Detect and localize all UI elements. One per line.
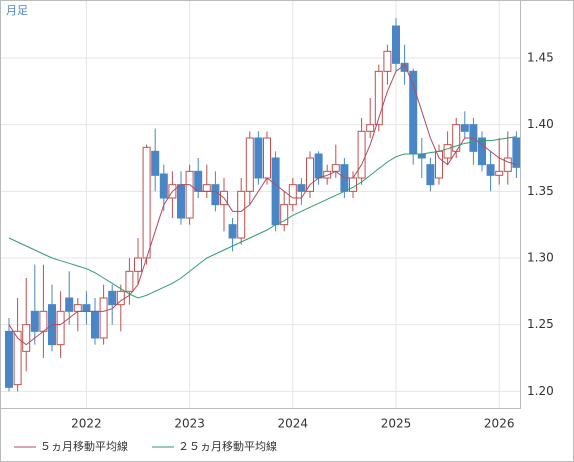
y-tick-label: 1.35 [527, 184, 554, 198]
x-tick-label: 2025 [381, 417, 412, 431]
candle-body [392, 25, 400, 64]
candle-body [56, 310, 65, 346]
x-tick-label: 2023 [174, 417, 205, 431]
candle-body [349, 177, 357, 192]
candle-body [366, 124, 375, 132]
legend-label: ５ヵ月移動平均線 [40, 439, 128, 453]
x-tick-label: 2024 [278, 417, 309, 431]
candle-body [39, 310, 48, 332]
candle-body [271, 157, 280, 226]
candle-body [82, 304, 91, 312]
candle-body [237, 190, 246, 239]
candle-body [245, 137, 254, 192]
candle-body [435, 150, 443, 179]
x-tick-label: 2022 [71, 417, 102, 431]
candle-body [159, 173, 168, 199]
y-tick-label: 1.30 [527, 251, 554, 265]
ma-line [8, 63, 517, 346]
candle-body [288, 184, 297, 206]
candle-body [460, 124, 469, 132]
candle-body [263, 137, 271, 179]
ma-line [8, 136, 517, 299]
candle-body [202, 184, 211, 192]
candle-body [134, 257, 142, 272]
candle-body [228, 224, 237, 239]
candle-body [374, 70, 383, 126]
candle-body [99, 297, 108, 339]
candle-body [211, 184, 220, 206]
plot-frame [0, 0, 521, 409]
y-tick-label: 1.40 [527, 117, 554, 131]
candle-body [443, 144, 452, 159]
y-tick-label: 1.20 [527, 384, 554, 398]
x-tick-label: 2026 [484, 417, 515, 431]
candle-body [65, 297, 74, 312]
candle-body [314, 153, 323, 179]
candle-body [383, 50, 392, 72]
candle-body [280, 204, 289, 226]
candle-body [194, 170, 203, 192]
candle-body [323, 170, 332, 179]
y-tick-label: 1.25 [527, 317, 554, 331]
candle-body [486, 164, 495, 176]
candle-body [151, 150, 160, 176]
candle-body [297, 184, 306, 192]
candle-body [125, 270, 134, 292]
candle-body [331, 164, 340, 172]
candle-body [306, 157, 314, 192]
candle-body [185, 170, 194, 219]
candle-body [495, 170, 504, 176]
y-tick-label: 1.45 [527, 51, 554, 65]
candle-body [91, 310, 99, 339]
candle-body [426, 164, 435, 186]
candle-body [512, 137, 521, 168]
candle-body [254, 137, 263, 179]
candle-body [142, 146, 151, 259]
candle-body [22, 324, 31, 352]
candle-body [478, 137, 486, 166]
candle-body [177, 184, 185, 219]
candle-body [5, 330, 13, 388]
candle-body [108, 290, 117, 306]
candle-body [30, 310, 39, 332]
candle-body [417, 153, 426, 159]
legend-label: ２５ヵ月移動平均線 [178, 439, 277, 453]
candle-body [357, 130, 366, 179]
candle-body [503, 157, 512, 172]
candle-body [13, 330, 22, 386]
chart-label: 月足 [6, 4, 28, 17]
candle-body [73, 304, 82, 312]
